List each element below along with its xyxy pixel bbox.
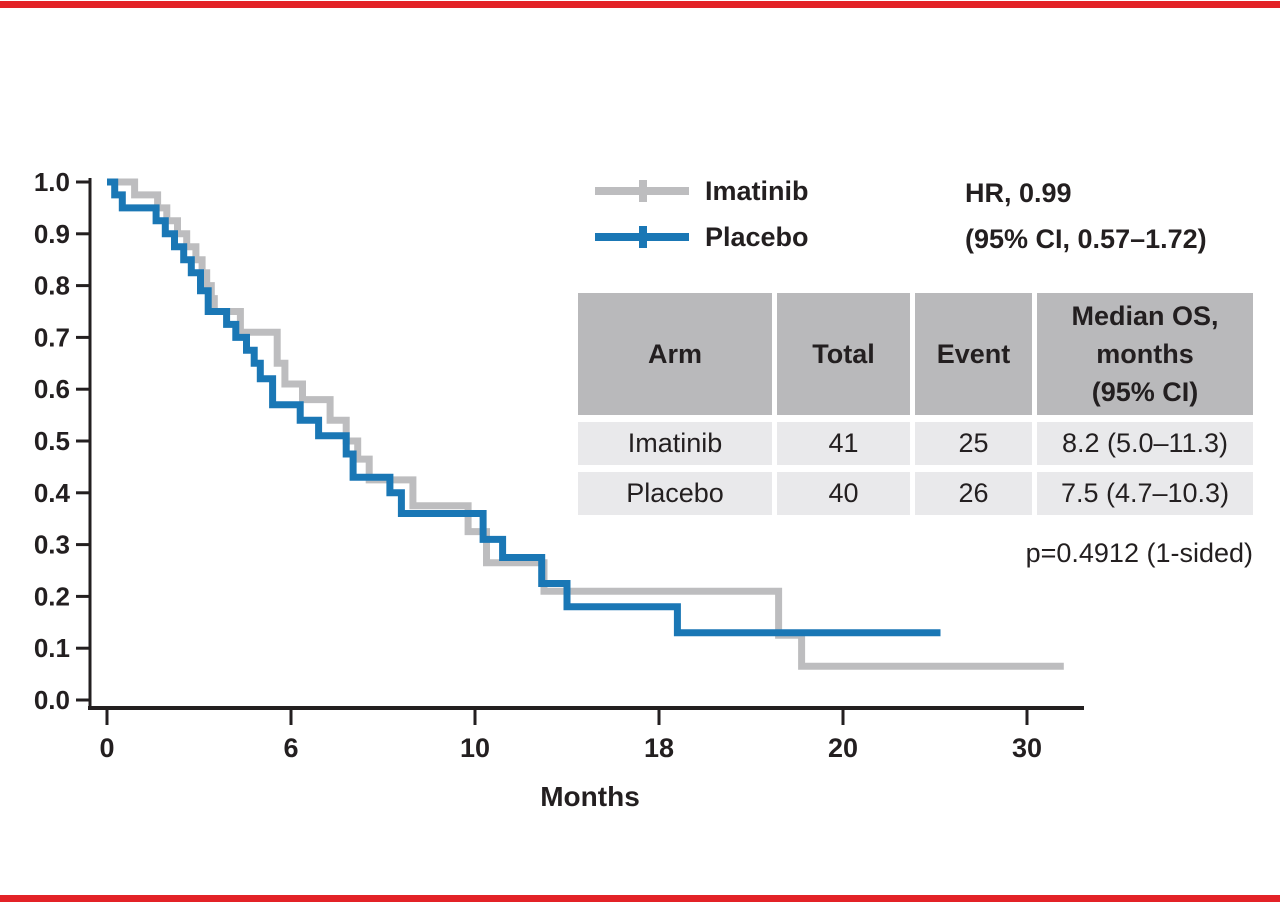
x-tick-label: 10 — [460, 733, 490, 763]
table-cell-imatinib-arm: Imatinib — [578, 422, 772, 465]
x-tick-label: 6 — [283, 733, 298, 763]
x-tick-label: 30 — [1012, 733, 1042, 763]
y-tick-label: 0.4 — [34, 478, 71, 508]
table-header-arm: Arm — [578, 293, 772, 415]
y-tick-label: 0.2 — [34, 581, 70, 611]
hr-line1: HR, 0.99 — [965, 178, 1072, 208]
table-cell-placebo-total: 40 — [777, 472, 910, 515]
y-tick-label: 0.7 — [34, 322, 70, 352]
hazard-ratio-annotation: HR, 0.99 (95% CI, 0.57–1.72) — [965, 170, 1207, 262]
x-axis-title: Months — [540, 781, 640, 812]
bottom-red-rule — [0, 895, 1280, 902]
legend-label-placebo: Placebo — [705, 221, 809, 252]
x-tick-label: 18 — [644, 733, 674, 763]
summary-table: Arm Total Event Median OS, months (95% C… — [578, 293, 1253, 515]
table-cell-imatinib-total: 41 — [777, 422, 910, 465]
y-axis-tick-labels: 1.0 0.9 0.8 0.7 0.6 0.5 0.4 0.3 0.2 0.1 … — [34, 167, 71, 715]
y-tick-label: 1.0 — [34, 167, 70, 197]
table-cell-placebo-arm: Placebo — [578, 472, 772, 515]
table-header-median-os: Median OS, months (95% CI) — [1037, 293, 1253, 415]
table-cell-placebo-median: 7.5 (4.7–10.3) — [1037, 472, 1253, 515]
x-tick-label: 20 — [828, 733, 858, 763]
x-axis-tick-labels: 0 6 10 18 20 30 — [99, 733, 1042, 763]
table-header-total: Total — [777, 293, 910, 415]
table-cell-placebo-event: 26 — [915, 472, 1032, 515]
y-axis-ticks — [76, 180, 89, 702]
x-tick-label: 0 — [99, 733, 114, 763]
placebo-curve — [107, 178, 941, 637]
table-cell-imatinib-median: 8.2 (5.0–11.3) — [1037, 422, 1253, 465]
legend-label-imatinib: Imatinib — [705, 175, 809, 206]
x-axis-ticks — [105, 710, 1029, 725]
y-tick-label: 0.9 — [34, 219, 70, 249]
top-red-rule — [0, 1, 1280, 8]
y-tick-label: 0.1 — [34, 633, 70, 663]
legend-item-imatinib: Imatinib — [595, 168, 809, 214]
p-value-annotation: p=0.4912 (1-sided) — [1025, 538, 1253, 568]
legend-item-placebo: Placebo — [595, 214, 809, 260]
table-header-event: Event — [915, 293, 1032, 415]
y-tick-label: 0.5 — [34, 426, 70, 456]
y-tick-label: 0.3 — [34, 530, 70, 560]
hr-line2: (95% CI, 0.57–1.72) — [965, 224, 1207, 254]
legend: Imatinib Placebo — [595, 168, 809, 260]
table-cell-imatinib-event: 25 — [915, 422, 1032, 465]
y-tick-label: 0.8 — [34, 271, 70, 301]
placebo-censor-line-icon — [595, 225, 689, 249]
imatinib-censor-line-icon — [595, 179, 689, 203]
y-tick-label: 0.6 — [34, 374, 70, 404]
y-tick-label: 0.0 — [34, 685, 70, 715]
